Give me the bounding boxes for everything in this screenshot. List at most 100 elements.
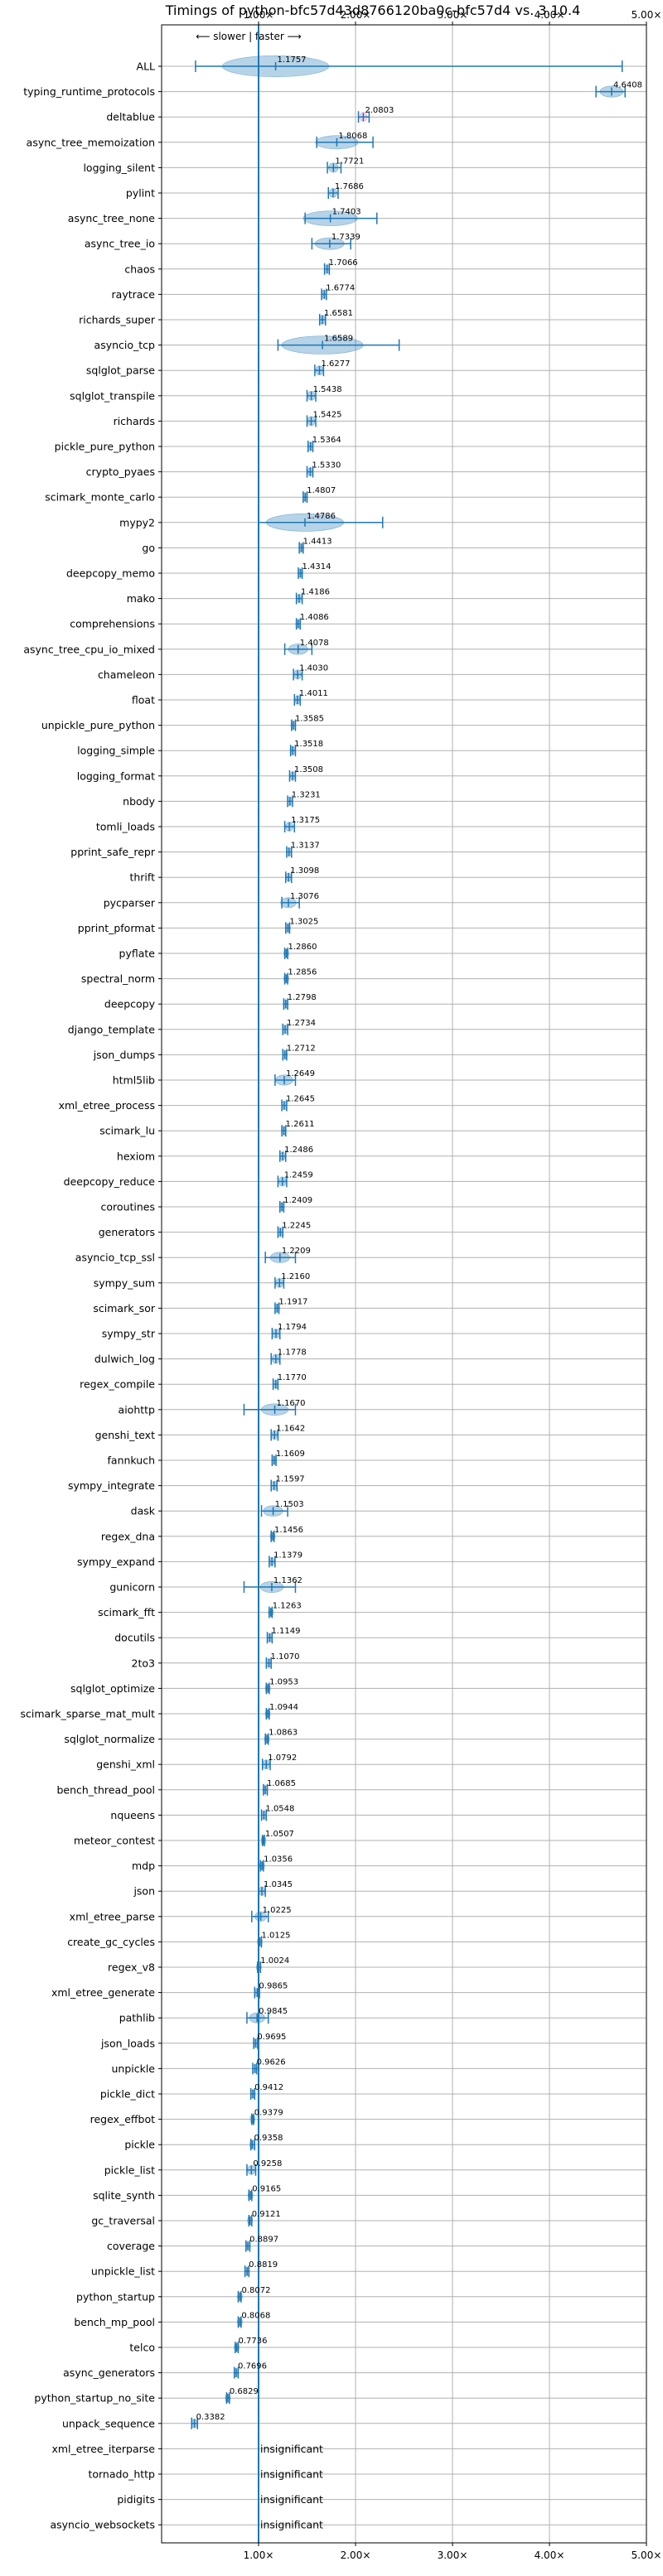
value-label: 1.2712: [287, 1044, 316, 1053]
value-label: 1.4786: [307, 512, 336, 521]
value-label: 1.5364: [312, 436, 341, 445]
benchmark-label: regex_effbot: [90, 2113, 155, 2125]
benchmark-label: deepcopy_memo: [66, 567, 155, 580]
x-tick-label-top: 3.00×: [438, 9, 468, 21]
benchmark-label: pyflate: [119, 948, 156, 960]
value-label: 0.9358: [254, 2134, 283, 2143]
value-label: 1.2611: [286, 1120, 315, 1129]
benchmark-label: dulwich_log: [94, 1353, 155, 1365]
value-label: 1.7066: [329, 258, 358, 268]
value-label: 0.3382: [196, 2413, 225, 2422]
chart-title: Timings of python-bfc57d43d8766120ba0c-b…: [165, 2, 581, 18]
value-label: 1.7686: [335, 182, 364, 191]
value-label: 1.3098: [290, 866, 319, 876]
value-label: 1.8068: [338, 132, 367, 141]
value-label: 1.6774: [326, 283, 355, 292]
benchmark-label: xml_etree_process: [59, 1099, 155, 1112]
insignificant-label: insignificant: [260, 2519, 323, 2531]
benchmark-label: bench_thread_pool: [56, 1783, 155, 1796]
value-label: 0.7696: [238, 2362, 267, 2371]
benchmark-label: gc_traversal: [91, 2215, 155, 2227]
value-label: 1.1149: [271, 1627, 300, 1636]
value-label: 1.0863: [269, 1729, 298, 1738]
benchmark-label: async_generators: [63, 2366, 155, 2379]
x-tick-label-top: 2.00×: [341, 9, 371, 21]
benchmark-label: pycparser: [104, 896, 156, 909]
benchmark-label: gunicorn: [109, 1581, 155, 1594]
benchmark-label: nqueens: [110, 1809, 155, 1821]
value-label: 0.9258: [253, 2159, 282, 2168]
benchmark-label: python_startup: [76, 2290, 155, 2303]
benchmark-label: chameleon: [98, 668, 155, 681]
benchmark-label: coroutines: [101, 1201, 155, 1213]
marks-layer: [191, 25, 627, 2543]
value-label: 0.9695: [257, 2033, 286, 2042]
benchmark-label: sympy_sum: [94, 1276, 155, 1289]
benchmark-label: pathlib: [119, 2012, 155, 2024]
benchmark-label: xml_etree_iterparse: [51, 2443, 155, 2455]
value-label: 1.3175: [291, 816, 320, 825]
benchmark-label: generators: [99, 1226, 155, 1238]
benchmark-label: docutils: [114, 1632, 155, 1644]
benchmark-label: deltablue: [106, 111, 155, 123]
value-label: 1.7339: [332, 233, 361, 242]
benchmark-label: aiohttp: [119, 1403, 156, 1416]
value-label: 1.3585: [295, 715, 324, 724]
value-label: 0.9865: [259, 1982, 288, 1991]
ticks-layer: 1.00× 1.00× 2.00× 2.00× 3.00× 3.00× 4.00× 4.00×…: [158, 9, 661, 2561]
value-label: 1.1456: [274, 1526, 303, 1535]
benchmark-label: pprint_safe_repr: [70, 846, 156, 858]
benchmark-label: html5lib: [113, 1074, 155, 1087]
benchmark-label: float: [132, 694, 155, 707]
benchmark-label: scimark_monte_carlo: [45, 491, 155, 504]
benchmark-label: unpickle_pure_python: [41, 719, 155, 731]
benchmark-label: sqlglot_transpile: [70, 389, 155, 402]
benchmark-label: unpack_sequence: [62, 2417, 155, 2429]
benchmark-label: go: [142, 542, 155, 554]
benchmark-label: pickle_pure_python: [55, 441, 155, 453]
benchmark-label: scimark_lu: [99, 1125, 155, 1137]
value-label: 1.2860: [288, 943, 317, 952]
benchmark-label: dask: [131, 1505, 156, 1517]
benchmark-label: pprint_pformat: [78, 922, 155, 934]
benchmark-label: bench_mp_pool: [74, 2316, 155, 2328]
benchmark-label: comprehensions: [70, 618, 155, 630]
benchmark-label: tomli_loads: [96, 821, 155, 833]
x-tick-label-bottom: 4.00×: [535, 2549, 565, 2561]
value-label: 1.4078: [300, 639, 329, 648]
value-label: 1.2409: [283, 1196, 312, 1205]
value-label: 1.7403: [332, 208, 361, 217]
benchmark-label: json_loads: [100, 2037, 155, 2049]
benchmark-label: sympy_str: [102, 1328, 156, 1340]
benchmark-label: async_tree_cpu_io_mixed: [23, 643, 155, 655]
value-label: 1.1770: [278, 1373, 307, 1382]
value-label: 1.0225: [263, 1906, 292, 1915]
benchmark-label: genshi_xml: [96, 1758, 155, 1771]
value-label: 1.1670: [277, 1399, 306, 1408]
value-label: 1.3137: [291, 842, 320, 851]
x-tick-label-top: 4.00×: [535, 9, 565, 21]
x-tick-label-bottom: 5.00×: [632, 2549, 662, 2561]
benchmark-label: logging_format: [77, 769, 155, 782]
benchmark-label: create_gc_cycles: [67, 1936, 155, 1948]
value-label: 1.6581: [324, 309, 353, 318]
benchmark-label: scimark_sor: [93, 1302, 155, 1315]
benchmark-label: sympy_integrate: [68, 1479, 155, 1492]
benchmark-label: coverage: [107, 2240, 155, 2252]
benchmark-label: xml_etree_parse: [70, 1910, 156, 1922]
value-label: 1.1794: [278, 1323, 307, 1332]
benchmark-label: richards_super: [79, 314, 156, 326]
value-label: 1.5330: [312, 461, 341, 470]
plot-frame: [161, 24, 647, 2544]
value-label: 1.0548: [265, 1804, 294, 1813]
benchmark-label: chaos: [124, 263, 155, 275]
value-label: 0.7736: [239, 2337, 268, 2346]
value-label: 1.0685: [267, 1779, 296, 1788]
value-label: 1.3231: [292, 790, 321, 799]
benchmark-label: fannkuch: [108, 1454, 155, 1467]
benchmark-label: sqlite_synth: [93, 2189, 155, 2202]
value-label: 1.2160: [281, 1272, 310, 1281]
benchmark-label: xml_etree_generate: [51, 1986, 155, 1999]
x-tick-label-top: 1.00×: [244, 9, 274, 21]
